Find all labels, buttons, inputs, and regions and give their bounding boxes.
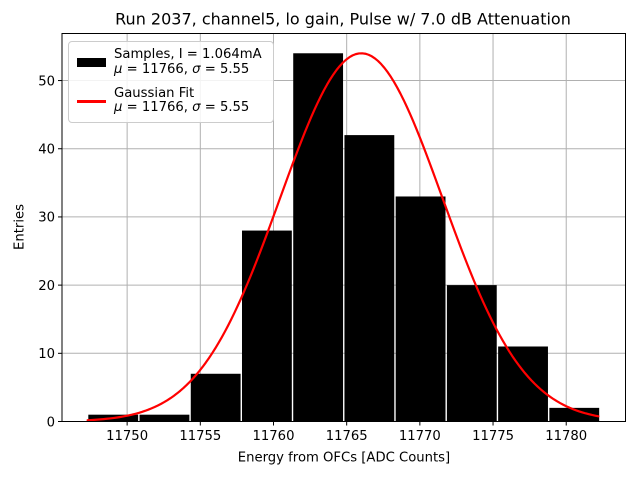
x-axis-label: Energy from OFCs [ADC Counts] [237, 450, 451, 466]
histogram-bar [293, 53, 344, 422]
y-tick-label: 0 [47, 415, 55, 430]
x-tick-label: 11780 [545, 429, 587, 444]
plot-frame [61, 33, 626, 422]
histogram-bar [241, 230, 292, 422]
y-tick-label: 50 [38, 74, 55, 89]
legend-entry-samples: Samples, I = 1.064mA μ = 11766, σ = 5.55 [77, 47, 265, 78]
legend-label-samples: Samples, I = 1.064mA [114, 47, 262, 62]
y-axis-label: Entries [12, 204, 28, 250]
x-tick-label: 11750 [106, 429, 148, 444]
legend-stats-gaussian-fit: μ = 11766, σ = 5.55 [114, 100, 250, 116]
histogram-bar [190, 373, 241, 422]
histogram-swatch [77, 58, 106, 68]
legend-entry-gaussian-fit: Gaussian Fit μ = 11766, σ = 5.55 [77, 85, 265, 117]
legend-stats-samples: μ = 11766, σ = 5.55 [114, 61, 250, 77]
legend: Samples, I = 1.064mA μ = 11766, σ = 5.55… [68, 41, 274, 124]
legend-label-gaussian-fit: Gaussian Fit [114, 85, 195, 101]
x-tick-label: 11755 [179, 429, 221, 444]
legend-entry-text: Gaussian Fit μ = 11766, σ = 5.55 [114, 85, 250, 117]
y-tick-label: 10 [38, 347, 55, 362]
y-tick-label: 20 [38, 279, 55, 294]
x-tick-label: 11765 [326, 429, 368, 444]
x-tick-label: 11770 [399, 429, 441, 444]
histogram-bar [395, 196, 446, 422]
histogram-bar [139, 414, 190, 422]
histogram-bar [344, 135, 395, 422]
y-tick-label: 40 [38, 143, 55, 158]
chart-title: Run 2037, channel5, lo gain, Pulse w/ 7.… [115, 9, 571, 29]
x-tick-label: 11760 [253, 429, 295, 444]
y-tick-label: 30 [38, 211, 55, 226]
histogram-bar [549, 407, 600, 422]
gaussian-fit-curve [86, 52, 600, 422]
legend-entry-text: Samples, I = 1.064mA μ = 11766, σ = 5.55 [114, 47, 262, 78]
gaussian-fit-swatch [77, 100, 106, 103]
histogram-bar [498, 346, 548, 422]
x-tick-label: 11775 [472, 429, 514, 444]
histogram-bar [446, 285, 497, 422]
